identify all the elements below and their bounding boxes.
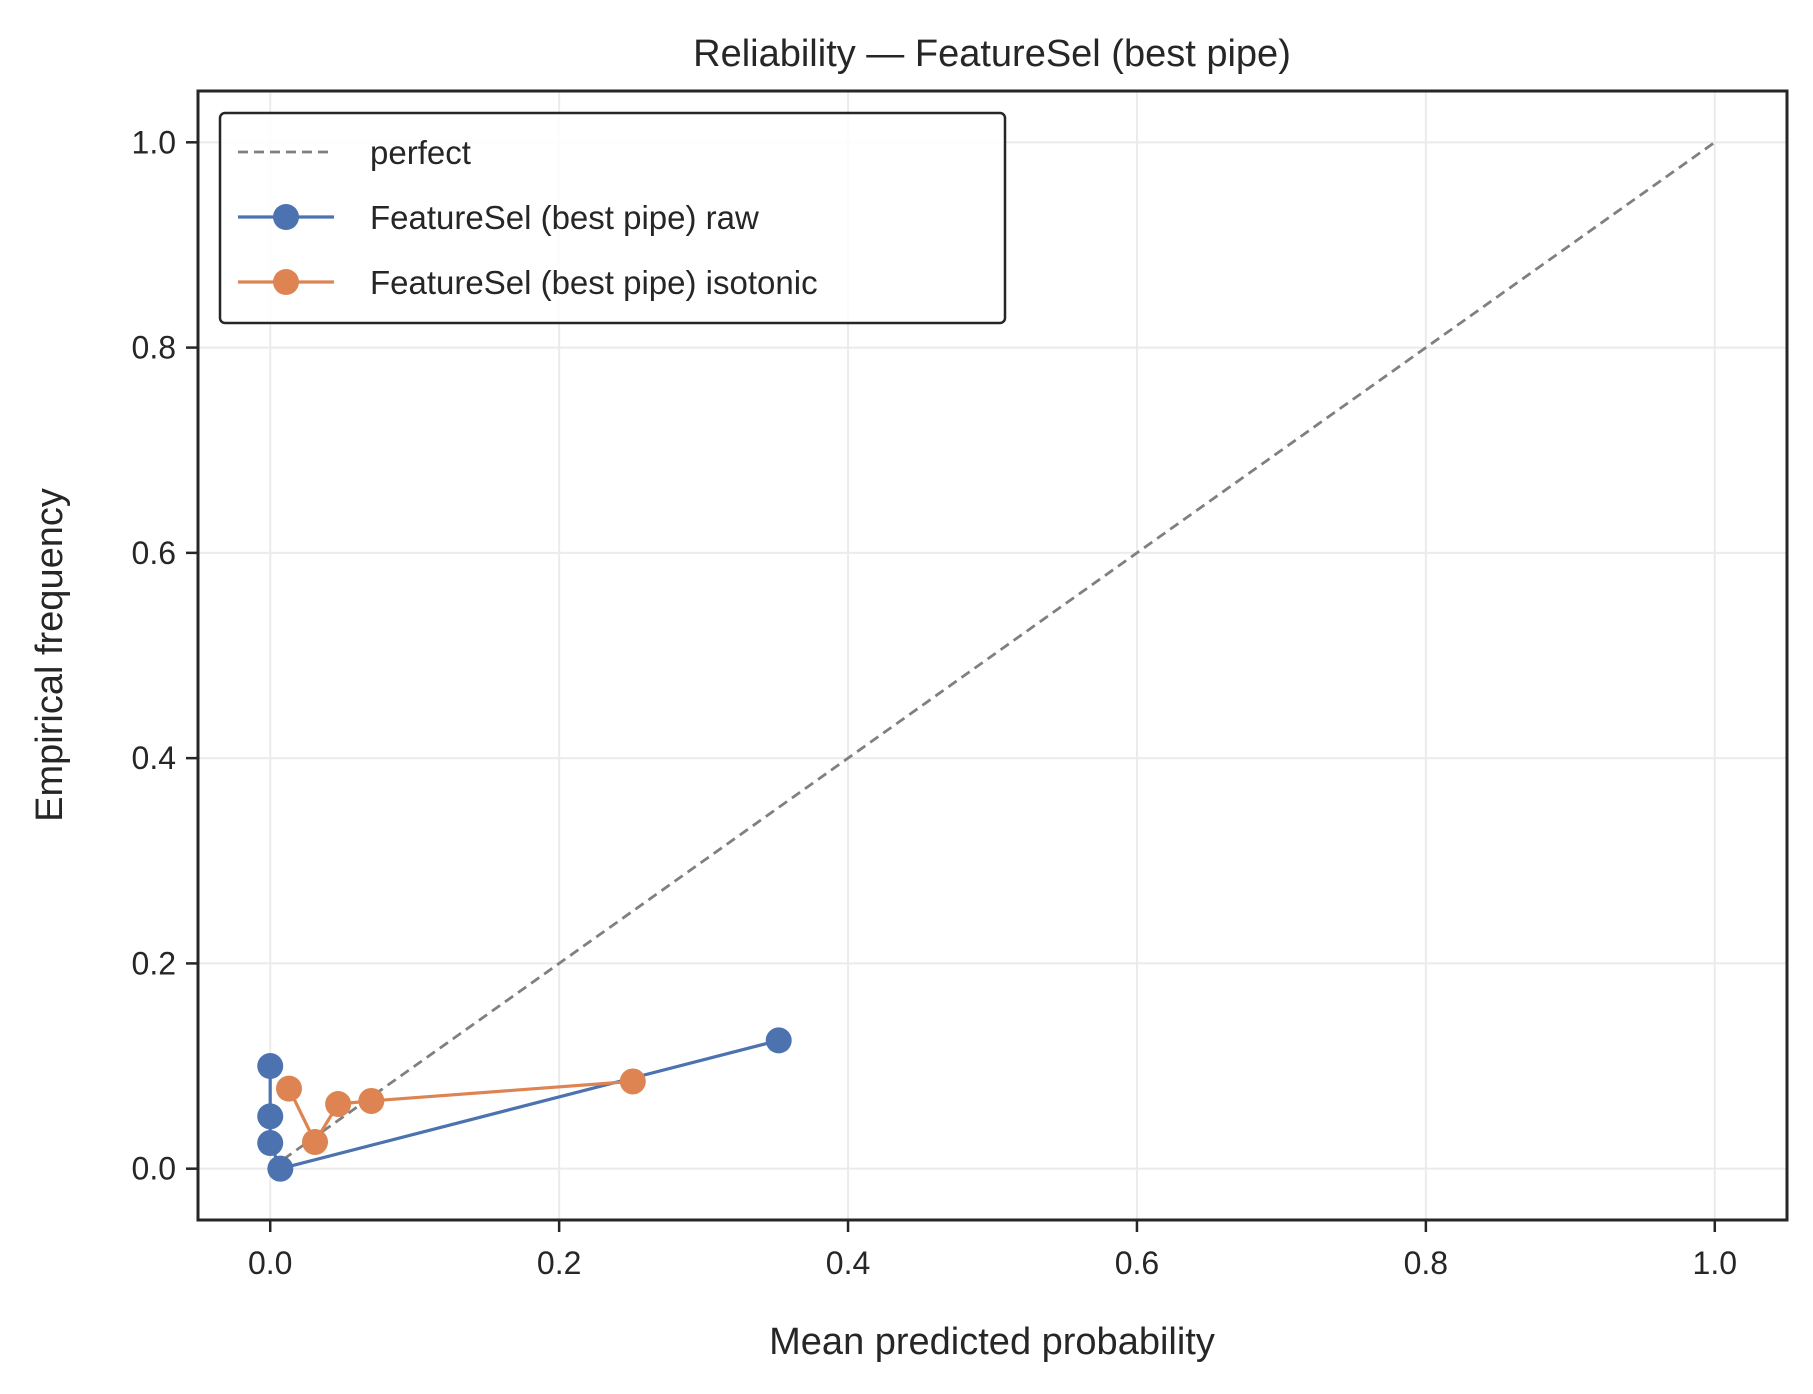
- legend-item: FeatureSel (best pipe) isotonic: [238, 264, 818, 301]
- legend-marker: [273, 269, 299, 295]
- plot-frame: [196, 89, 1789, 1222]
- x-tick-label: 0.6: [1115, 1245, 1159, 1281]
- series-line: [269, 141, 1716, 1170]
- x-axis-label: Mean predicted probability: [769, 1321, 1215, 1363]
- y-tick-label: 0.0: [132, 1151, 176, 1187]
- y-tick-label: 0.4: [132, 740, 176, 776]
- x-tick-label: 0.8: [1404, 1245, 1448, 1281]
- legend-item: FeatureSel (best pipe) raw: [238, 199, 759, 236]
- data-point: [619, 1068, 646, 1095]
- y-tick-label: 0.8: [132, 330, 176, 366]
- legend-label: FeatureSel (best pipe) isotonic: [370, 264, 818, 301]
- data-point: [267, 1155, 294, 1182]
- series-layer: [257, 141, 1716, 1182]
- data-point: [765, 1027, 792, 1054]
- x-tick-label: 0.4: [826, 1245, 870, 1281]
- y-axis-label: Empirical frequency: [29, 488, 71, 822]
- y-tick-label: 0.2: [132, 945, 176, 981]
- legend-item: perfect: [238, 134, 471, 171]
- axis-ticks: 0.0 0.2 0.4 0.6 0.8 1.0 0.0 0.2 0.4 0.6 0.8 1.0: [132, 124, 1737, 1281]
- legend-box: [218, 111, 1007, 325]
- data-point: [257, 1053, 284, 1080]
- series-2: [276, 1068, 646, 1155]
- series-1: [257, 1027, 792, 1182]
- data-point: [257, 1130, 284, 1157]
- data-point: [325, 1091, 352, 1118]
- x-tick-label: 0.0: [248, 1245, 292, 1281]
- data-point: [276, 1075, 303, 1102]
- legend-marker: [273, 204, 299, 230]
- chart-title: Reliability — FeatureSel (best pipe): [693, 33, 1291, 75]
- x-tick-label: 0.2: [537, 1245, 581, 1281]
- legend-label: FeatureSel (best pipe) raw: [370, 199, 759, 236]
- series-0: [269, 141, 1716, 1170]
- data-point: [302, 1128, 329, 1155]
- legend-label: perfect: [370, 134, 471, 171]
- data-point: [257, 1103, 284, 1130]
- y-tick-label: 1.0: [132, 124, 176, 160]
- data-point: [358, 1087, 385, 1114]
- x-tick-label: 1.0: [1693, 1245, 1737, 1281]
- y-tick-label: 0.6: [132, 535, 176, 571]
- legend: perfect FeatureSel (best pipe) raw Feature…: [218, 111, 1007, 325]
